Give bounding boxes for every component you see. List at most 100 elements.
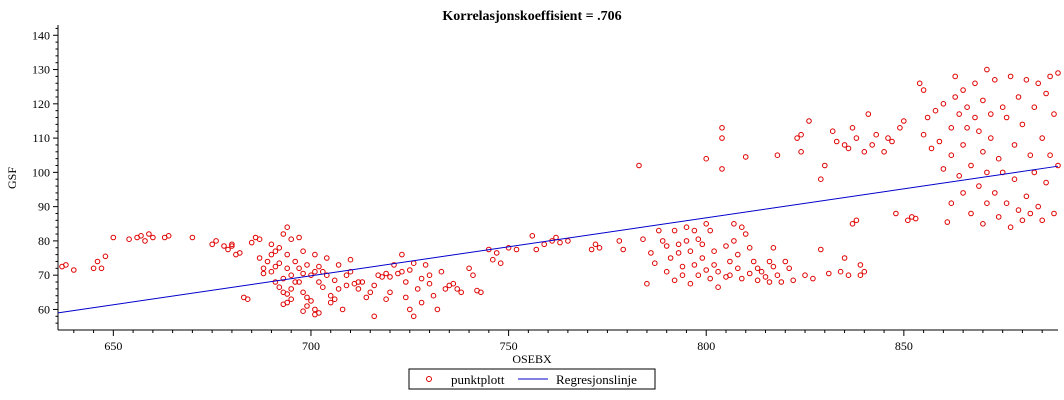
- data-point: [268, 268, 275, 275]
- data-point: [434, 306, 441, 313]
- data-point: [742, 231, 749, 237]
- data-point: [995, 155, 1002, 162]
- data-point: [284, 251, 291, 258]
- data-point: [399, 268, 405, 275]
- data-point: [541, 241, 548, 248]
- data-point: [889, 138, 895, 145]
- data-point: [430, 292, 437, 299]
- data-point: [699, 255, 706, 261]
- data-point: [490, 256, 496, 263]
- data-point: [288, 272, 295, 279]
- data-point: [746, 270, 753, 277]
- data-point: [264, 258, 271, 265]
- data-point: [766, 279, 773, 285]
- data-point: [739, 275, 745, 282]
- data-point: [897, 125, 903, 131]
- data-point: [691, 227, 698, 234]
- data-point: [731, 238, 737, 244]
- data-point: [786, 265, 793, 272]
- data-point: [940, 166, 947, 172]
- data-point: [327, 299, 334, 306]
- data-point: [367, 289, 374, 296]
- data-point: [790, 277, 797, 284]
- data-point: [762, 274, 769, 280]
- data-point: [422, 262, 429, 268]
- data-point: [1003, 200, 1010, 206]
- data-point: [671, 227, 678, 234]
- data-point: [260, 270, 267, 277]
- data-point: [383, 270, 389, 277]
- data-point: [719, 166, 725, 172]
- data-point: [399, 251, 405, 258]
- data-point: [770, 263, 777, 270]
- data-point: [715, 284, 721, 291]
- data-point: [497, 260, 504, 267]
- data-point: [248, 239, 255, 246]
- data-point: [300, 289, 306, 296]
- data-point: [711, 262, 717, 268]
- data-point: [426, 272, 433, 279]
- data-point: [857, 262, 864, 268]
- data-point: [272, 248, 279, 254]
- data-point: [324, 255, 330, 261]
- data-point: [450, 280, 457, 287]
- data-point: [383, 296, 389, 303]
- data-point: [410, 313, 417, 320]
- data-point: [703, 221, 710, 227]
- y-tick-label: 140: [32, 28, 50, 42]
- data-point: [952, 73, 959, 80]
- data-point: [833, 138, 840, 145]
- data-point: [691, 262, 698, 268]
- x-axis-label: OSEBX: [512, 352, 552, 366]
- data-point: [316, 279, 322, 285]
- data-point: [312, 306, 318, 313]
- data-point: [1019, 121, 1026, 128]
- data-point: [225, 246, 231, 253]
- data-point: [221, 243, 227, 249]
- data-point: [960, 142, 966, 148]
- data-point: [806, 118, 812, 124]
- data-point: [659, 238, 666, 244]
- data-point: [893, 210, 899, 217]
- data-point: [999, 104, 1006, 110]
- data-point: [1011, 142, 1018, 148]
- data-point: [810, 275, 816, 282]
- data-point: [956, 111, 963, 117]
- data-point: [818, 246, 824, 253]
- data-point: [711, 248, 717, 254]
- data-point: [454, 286, 461, 292]
- y-tick-label: 80: [38, 234, 50, 248]
- y-tick-label: 100: [32, 165, 50, 179]
- data-point: [841, 255, 848, 261]
- data-point: [778, 279, 785, 285]
- data-point: [1003, 114, 1010, 121]
- data-point: [1015, 207, 1022, 213]
- data-point: [992, 190, 998, 196]
- data-point: [988, 135, 994, 141]
- data-point: [683, 224, 690, 230]
- data-point: [284, 265, 291, 272]
- data-point: [371, 313, 378, 320]
- data-point: [750, 258, 757, 265]
- data-point: [304, 262, 310, 268]
- data-point: [960, 87, 966, 93]
- data-point: [1011, 176, 1018, 182]
- data-point: [387, 274, 393, 280]
- data-point: [126, 236, 132, 242]
- data-point: [980, 97, 986, 104]
- data-point: [280, 275, 287, 282]
- data-point: [774, 152, 781, 158]
- data-point: [976, 183, 982, 189]
- x-tick-label: 800: [697, 339, 715, 353]
- data-point: [102, 253, 109, 260]
- data-point: [284, 299, 291, 306]
- data-point: [229, 243, 235, 249]
- data-point: [873, 131, 880, 138]
- data-point: [466, 265, 472, 272]
- data-point: [557, 239, 563, 246]
- data-point: [296, 265, 302, 272]
- data-point: [371, 282, 378, 289]
- data-point: [596, 245, 603, 251]
- data-point: [71, 267, 77, 273]
- y-axis-label: GSF: [5, 167, 19, 189]
